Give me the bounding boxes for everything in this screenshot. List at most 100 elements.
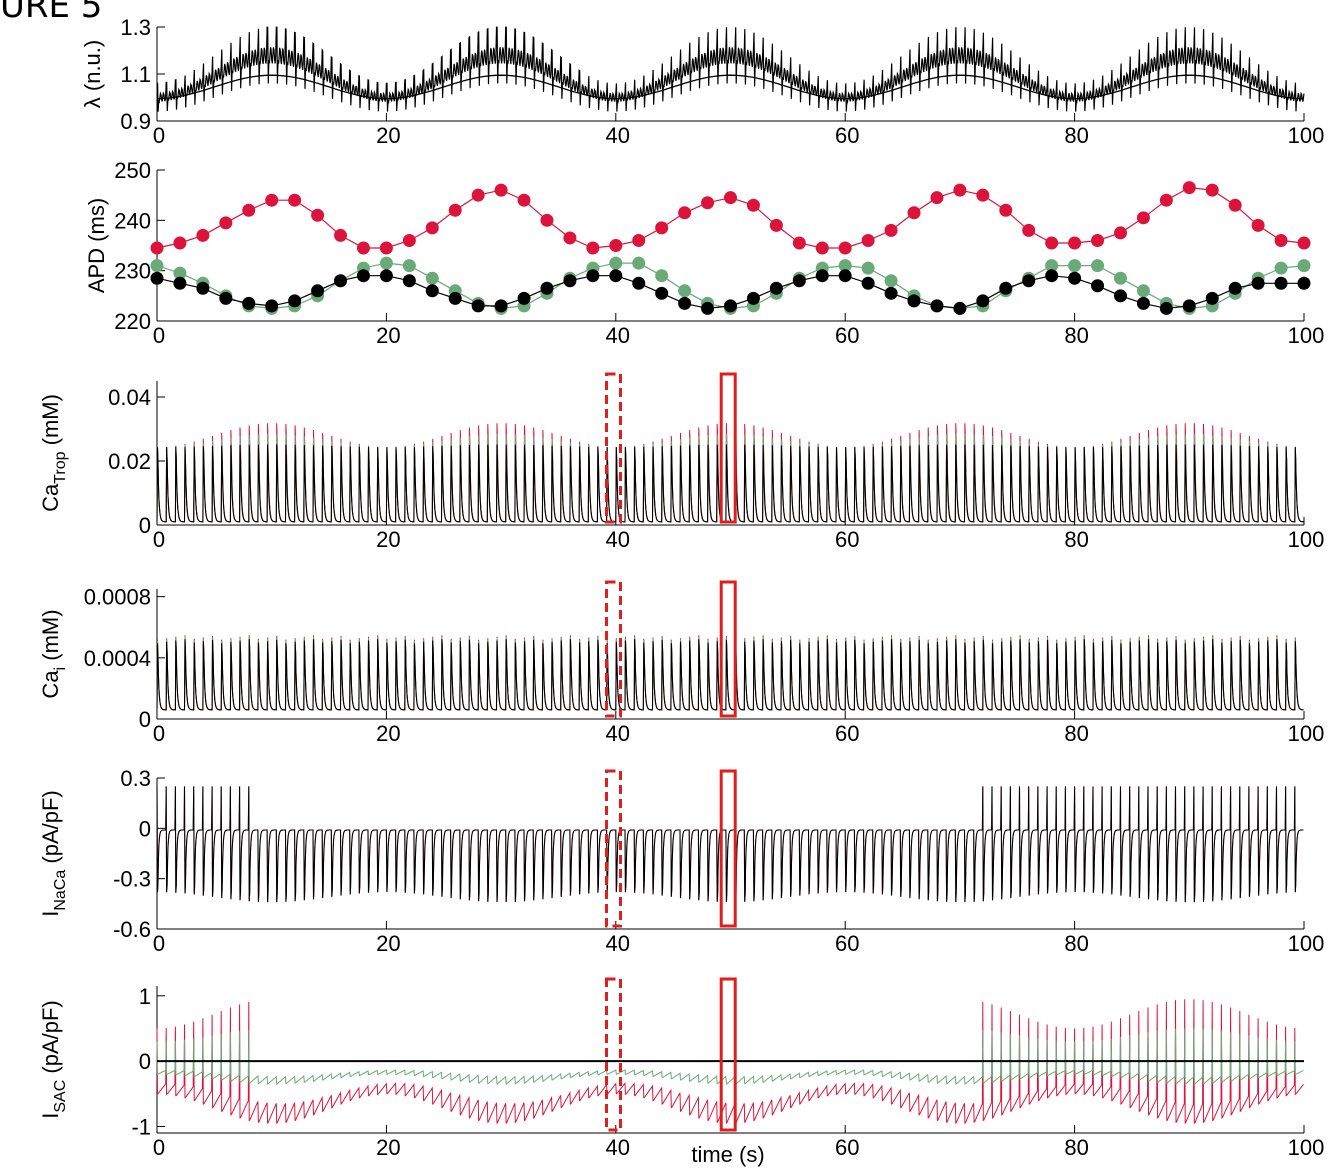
- apd-point-black: [517, 291, 531, 305]
- y-tick-label: 250: [114, 158, 151, 183]
- apd-point-black: [379, 269, 393, 283]
- x-tick-label: 60: [835, 1135, 859, 1160]
- apd-point-black: [586, 269, 600, 283]
- apd-point-black: [701, 301, 715, 315]
- apd-point-green: [838, 259, 852, 273]
- apd-point-red: [448, 203, 462, 217]
- apd-point-black: [769, 281, 783, 295]
- apd-point-red: [609, 239, 623, 252]
- apd-point-black: [999, 281, 1013, 295]
- apd-point-red: [861, 233, 875, 247]
- apd-point-black: [402, 274, 416, 288]
- panel-i_naca: -0.6 -0.3 0 0.3 0 20 40 60 80 100 INaCa (pA/pF): [38, 766, 1324, 956]
- apd-point-green: [150, 259, 164, 273]
- apd-point-black: [1251, 276, 1265, 290]
- x-tick-label: 0: [153, 323, 165, 348]
- x-tick-label: 80: [1064, 931, 1088, 956]
- ca_trop-trace-red: [156, 423, 1304, 523]
- x-tick-label: 20: [376, 1135, 400, 1160]
- x-tick-label: 0: [153, 1135, 165, 1160]
- solid-highlight-box: [719, 580, 737, 718]
- ca_trop-trace-black: [156, 444, 1304, 523]
- x-tick-label: 20: [376, 931, 400, 956]
- x-tick-label: 40: [606, 123, 630, 148]
- apd-point-red: [1182, 181, 1196, 195]
- y-tick-label: 0.9: [120, 109, 151, 134]
- apd-point-red: [792, 236, 806, 250]
- x-tick-label: 100: [1288, 931, 1325, 956]
- apd-point-red: [1274, 233, 1288, 247]
- apd-point-red: [1159, 193, 1173, 207]
- apd-point-green: [861, 261, 875, 275]
- apd-point-black: [815, 269, 829, 283]
- apd-point-red: [1297, 236, 1311, 250]
- apd-point-green: [1274, 261, 1288, 275]
- apd-point-red: [586, 241, 600, 255]
- x-tick-label: 80: [1064, 323, 1088, 348]
- apd-point-red: [1091, 233, 1105, 247]
- y-axis-label: CaTrop (mM): [38, 394, 69, 512]
- solid-highlight-box: [719, 372, 737, 524]
- y-axis-label: λ (n.u.): [80, 40, 105, 108]
- y-axis-label: APD (ms): [84, 198, 109, 293]
- apd-point-black: [173, 276, 187, 290]
- apd-point-black: [907, 294, 921, 308]
- apd-point-red: [1113, 226, 1127, 240]
- dashed-highlight-box: [605, 580, 623, 718]
- solid-highlight-box: [719, 769, 737, 928]
- x-tick-label: 40: [606, 323, 630, 348]
- apd-point-black: [1205, 291, 1219, 305]
- apd-point-green: [173, 266, 187, 280]
- apd-point-black: [448, 291, 462, 305]
- x-tick-label: 40: [606, 931, 630, 956]
- apd-point-red: [701, 196, 715, 210]
- apd-point-red: [1136, 211, 1150, 225]
- dashed-highlight-box: [605, 977, 623, 1132]
- apd-point-green: [1068, 259, 1082, 273]
- apd-point-black: [334, 274, 348, 288]
- apd-point-black: [356, 269, 370, 283]
- apd-point-green: [609, 256, 623, 270]
- apd-point-red: [150, 241, 164, 255]
- apd-point-green: [379, 256, 393, 270]
- apd-point-red: [265, 193, 279, 207]
- apd-point-black: [219, 291, 233, 305]
- apd-point-red: [1228, 198, 1242, 212]
- i-naca-trace-black: [156, 786, 1304, 903]
- figure-label: URE 5: [0, 0, 103, 26]
- apd-point-green: [425, 271, 439, 285]
- apd-point-black: [930, 299, 944, 313]
- y-tick-label: -0.3: [113, 867, 151, 892]
- dashed-highlight-box: [605, 769, 623, 928]
- apd-point-black: [1274, 276, 1288, 290]
- x-tick-label: 40: [606, 527, 630, 552]
- x-tick-label: 60: [835, 323, 859, 348]
- apd-point-green: [655, 269, 669, 283]
- y-tick-label: 0.04: [108, 385, 151, 410]
- x-tick-label: 80: [1064, 721, 1088, 746]
- apd-point-red: [769, 218, 783, 232]
- x-tick-label: 20: [376, 721, 400, 746]
- apd-point-red: [999, 203, 1013, 217]
- apd-point-red: [173, 236, 187, 250]
- apd-point-black: [976, 294, 990, 308]
- x-tick-label: 20: [376, 527, 400, 552]
- apd-point-green: [1045, 259, 1059, 273]
- y-axis-label: ISAC (pA/pF): [38, 1000, 69, 1119]
- panel-ca_trop: 0 0.02 0.04 0 20 40 60 80 100 CaTrop (mM): [38, 372, 1324, 552]
- y-tick-label: 240: [114, 208, 151, 233]
- y-tick-label: 1.3: [120, 15, 151, 40]
- apd-point-black: [1159, 301, 1173, 315]
- y-tick-label: 1.1: [120, 62, 151, 87]
- apd-point-black: [746, 291, 760, 305]
- x-tick-label: 0: [153, 527, 165, 552]
- apd-point-black: [1297, 276, 1311, 290]
- x-tick-label: 60: [835, 721, 859, 746]
- apd-point-black: [311, 284, 325, 298]
- y-tick-label: -0.6: [113, 917, 151, 942]
- apd-point-red: [494, 183, 508, 197]
- stretch-mean-line: [156, 74, 1305, 100]
- apd-point-red: [678, 206, 692, 220]
- y-axis-label: INaCa (pA/pF): [38, 790, 69, 917]
- apd-point-red: [540, 213, 554, 227]
